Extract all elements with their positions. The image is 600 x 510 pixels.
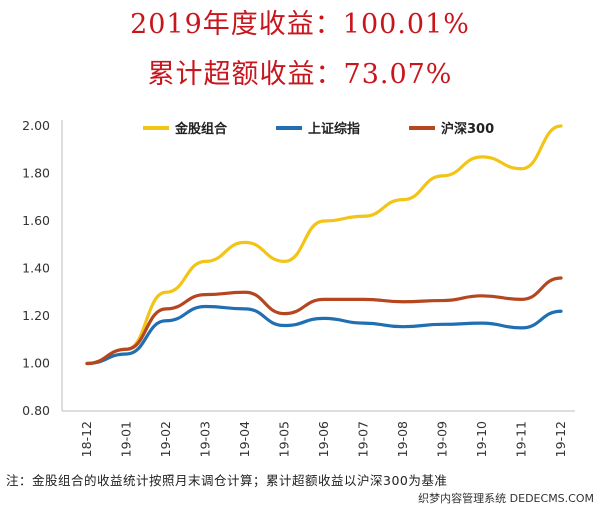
x-tick-label: 18-12	[79, 421, 94, 457]
x-tick-label: 19-12	[553, 421, 568, 457]
headline-excess-return: 累计超额收益：73.07%	[147, 59, 453, 90]
x-tick-label: 19-08	[395, 421, 410, 457]
y-tick-label: 1.80	[22, 166, 50, 181]
series-line-0	[85, 124, 563, 366]
headline-annual-return: 2019年度收益：100.01%	[130, 9, 470, 40]
watermark: 织梦内容管理系统 DEDECMS.COM	[418, 492, 594, 505]
y-tick-label: 0.80	[22, 403, 50, 418]
y-tick-label: 1.00	[22, 356, 50, 371]
x-tick-label: 19-11	[514, 421, 529, 457]
y-tick-label: 1.40	[22, 261, 50, 276]
x-tick-label: 19-01	[119, 421, 134, 457]
legend-label-1: 上证综指	[308, 121, 360, 137]
y-tick-label: 2.00	[22, 118, 50, 133]
line-chart: 0.80 1.00 1.20 1.40 1.60 1.80 2.00 18-12 19-01 19…	[22, 118, 575, 457]
footnote: 注：金股组合的收益统计按照月末调仓计算；累计超额收益以沪深300为基准	[6, 473, 448, 488]
y-tick-label: 1.20	[22, 308, 50, 323]
series-line-2	[85, 276, 563, 366]
series-line-1	[85, 304, 563, 366]
x-tick-label: 19-05	[277, 421, 292, 457]
x-tick-label: 19-06	[316, 421, 331, 457]
x-tick-label: 19-09	[435, 421, 450, 457]
y-tick-label: 1.60	[22, 213, 50, 228]
x-tick-label: 19-02	[158, 421, 173, 457]
x-tick-label: 19-10	[474, 421, 489, 457]
x-tick-label: 19-07	[356, 421, 371, 457]
x-tick-label: 19-04	[237, 421, 252, 457]
legend-label-2: 沪深300	[441, 121, 494, 137]
legend-label-0: 金股组合	[174, 121, 228, 137]
x-tick-label: 19-03	[198, 421, 213, 457]
